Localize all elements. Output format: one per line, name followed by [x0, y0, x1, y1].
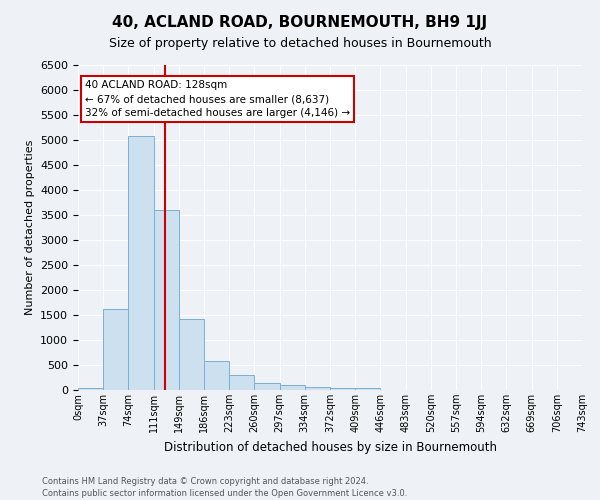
Text: 40, ACLAND ROAD, BOURNEMOUTH, BH9 1JJ: 40, ACLAND ROAD, BOURNEMOUTH, BH9 1JJ	[112, 15, 488, 30]
Bar	[254, 382, 280, 390]
Bar	[204, 361, 229, 390]
Bar	[229, 375, 254, 390]
Bar	[103, 309, 128, 390]
Text: Contains HM Land Registry data © Crown copyright and database right 2024.
Contai: Contains HM Land Registry data © Crown c…	[42, 476, 407, 498]
Bar	[330, 388, 355, 390]
Bar	[280, 385, 305, 390]
Text: Size of property relative to detached houses in Bournemouth: Size of property relative to detached ho…	[109, 38, 491, 51]
Bar	[305, 387, 330, 390]
X-axis label: Distribution of detached houses by size in Bournemouth: Distribution of detached houses by size …	[163, 440, 497, 454]
Y-axis label: Number of detached properties: Number of detached properties	[25, 140, 35, 315]
Text: 40 ACLAND ROAD: 128sqm
← 67% of detached houses are smaller (8,637)
32% of semi-: 40 ACLAND ROAD: 128sqm ← 67% of detached…	[85, 80, 350, 118]
Bar	[355, 388, 380, 390]
Bar	[78, 388, 103, 390]
Bar	[179, 318, 204, 390]
Bar	[128, 136, 154, 390]
Bar	[154, 210, 179, 390]
